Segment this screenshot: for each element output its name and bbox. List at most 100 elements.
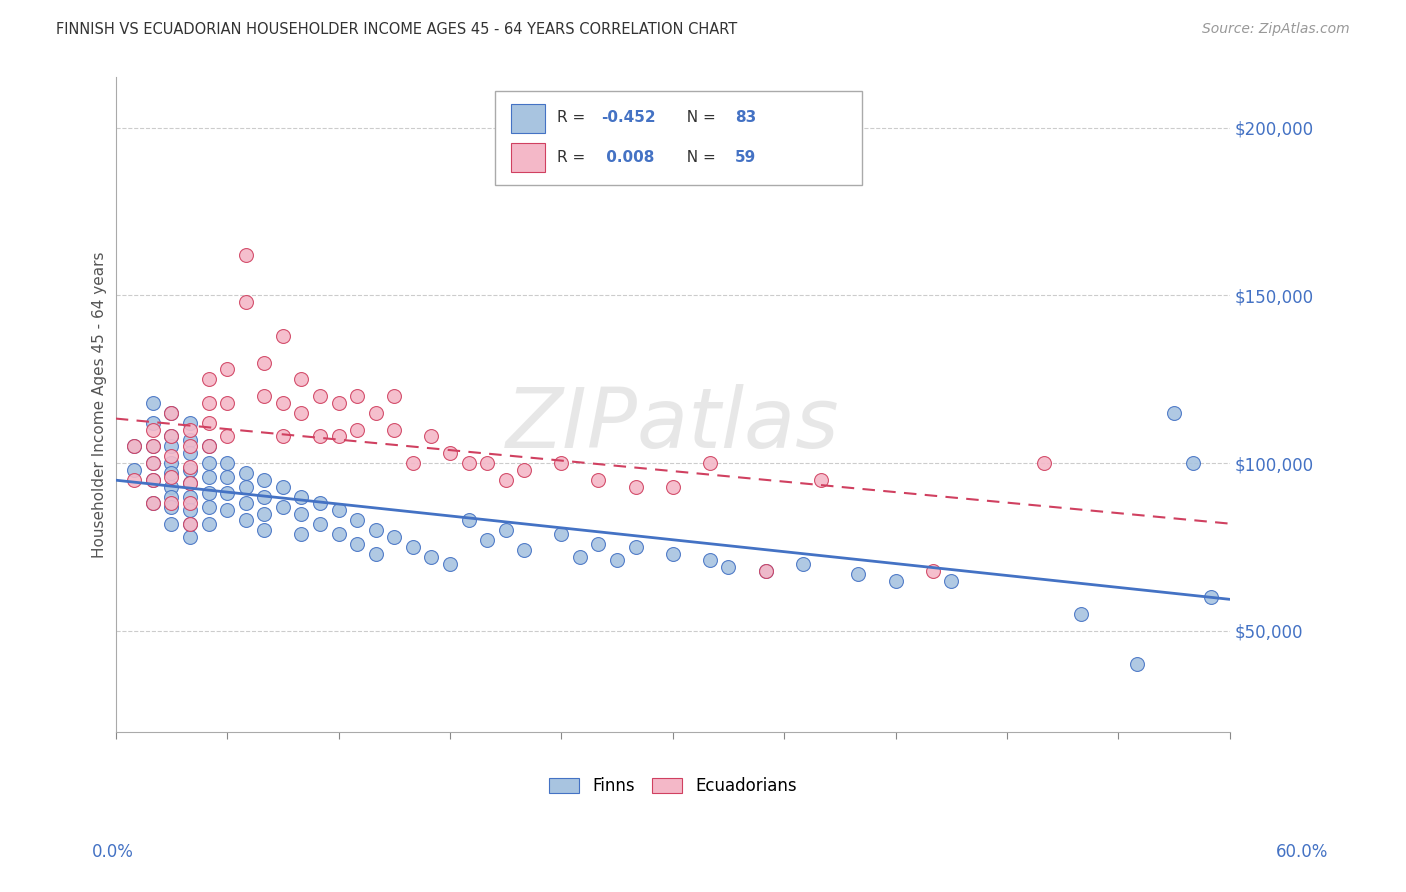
Point [217,503,239,517]
Point [271,480,294,494]
Point [142,456,165,470]
Point [382,423,405,437]
Point [197,486,219,500]
Point [717,560,740,574]
Point [271,500,294,514]
Point [217,362,239,376]
Point [160,450,183,464]
Point [1199,591,1222,605]
Point [754,564,776,578]
Text: 0.008: 0.008 [602,150,655,165]
Point [217,486,239,500]
Point [253,389,276,403]
Point [346,513,368,527]
Point [513,463,536,477]
Point [328,396,350,410]
Point [160,469,183,483]
Point [197,500,219,514]
Text: 0.0%: 0.0% [91,843,134,861]
Point [142,496,165,510]
Bar [495,90,862,186]
Point [475,456,498,470]
Text: FINNISH VS ECUADORIAN HOUSEHOLDER INCOME AGES 45 - 64 YEARS CORRELATION CHART: FINNISH VS ECUADORIAN HOUSEHOLDER INCOME… [56,22,738,37]
Point [1181,456,1204,470]
Point [848,566,870,581]
Point [179,476,201,491]
Point [197,456,219,470]
Point [921,564,943,578]
Point [179,416,201,430]
Point [235,480,257,494]
Bar [512,143,544,172]
Point [699,553,721,567]
Point [290,372,312,386]
Text: 83: 83 [735,111,756,126]
Point [290,490,312,504]
Point [179,490,201,504]
Point [179,530,201,544]
Point [217,429,239,443]
Point [439,557,461,571]
Point [179,516,201,531]
Text: 60.0%: 60.0% [1277,843,1329,861]
Point [382,389,405,403]
Point [142,439,165,453]
Point [197,516,219,531]
Point [568,550,591,565]
Point [792,557,814,571]
Point [197,396,219,410]
Point [160,456,183,470]
Point [124,439,146,453]
Point [550,526,572,541]
Point [346,537,368,551]
Point [328,503,350,517]
Point [124,463,146,477]
Point [179,516,201,531]
Point [142,473,165,487]
Point [160,516,183,531]
Point [439,446,461,460]
Point [142,396,165,410]
Legend: Finns, Ecuadorians: Finns, Ecuadorians [543,771,803,802]
Point [142,496,165,510]
Point [160,500,183,514]
Point [457,456,479,470]
Point [309,516,332,531]
Point [884,574,907,588]
Text: Source: ZipAtlas.com: Source: ZipAtlas.com [1202,22,1350,37]
Point [253,507,276,521]
Point [160,406,183,420]
Text: R =: R = [557,150,591,165]
Point [142,423,165,437]
Point [495,473,517,487]
Point [309,389,332,403]
Point [364,523,387,537]
Point [457,513,479,527]
Point [253,490,276,504]
Point [328,429,350,443]
Text: 59: 59 [735,150,756,165]
Point [513,543,536,558]
Point [160,480,183,494]
Point [420,550,443,565]
Point [253,355,276,369]
Point [661,480,683,494]
Point [142,456,165,470]
Point [217,396,239,410]
Point [290,526,312,541]
Point [941,574,963,588]
Point [235,467,257,481]
Point [160,467,183,481]
Point [179,459,201,474]
Point [142,416,165,430]
Point [1163,406,1185,420]
Point [235,248,257,262]
Point [142,473,165,487]
Point [197,469,219,483]
Point [346,389,368,403]
Point [290,406,312,420]
Point [346,423,368,437]
Point [197,439,219,453]
Point [402,540,425,554]
Point [179,433,201,447]
